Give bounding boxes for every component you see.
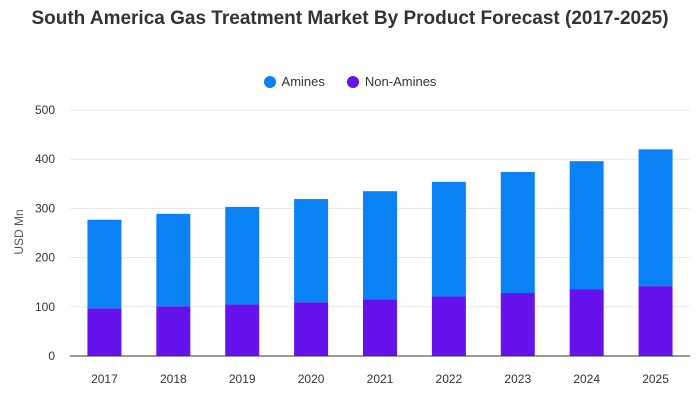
bar-amines-2019[interactable] <box>225 206 260 305</box>
bar-non-amines-2024[interactable] <box>569 289 604 356</box>
bar-amines-2024[interactable] <box>569 161 604 290</box>
legend-label-non-amines: Non-Amines <box>364 74 437 89</box>
y-tick-label: 0 <box>48 349 55 363</box>
y-tick-label: 300 <box>35 201 55 215</box>
legend-item-non-amines[interactable]: Non-Amines <box>346 74 437 89</box>
legend-item-amines[interactable]: Amines <box>263 74 325 89</box>
x-tick-label: 2023 <box>504 372 531 386</box>
bar-non-amines-2023[interactable] <box>500 293 535 356</box>
chart-title: South America Gas Treatment Market By Pr… <box>31 8 669 29</box>
legend-swatch-non-amines <box>346 75 359 88</box>
x-tick-label: 2021 <box>367 372 394 386</box>
y-axis-label: USD Mn <box>12 209 26 254</box>
legend-label-amines: Amines <box>281 74 325 89</box>
x-tick-label: 2022 <box>436 372 463 386</box>
bar-non-amines-2022[interactable] <box>431 296 466 356</box>
bar-amines-2025[interactable] <box>638 149 673 287</box>
y-tick-label: 500 <box>35 103 55 117</box>
y-tick-label: 200 <box>35 251 55 265</box>
axes: 0 100 200 300 400 500 2017 2018 2019 2020 2021 2022… <box>35 103 690 386</box>
y-tick-label: 100 <box>35 300 55 314</box>
x-tick-label: 2024 <box>573 372 600 386</box>
x-tick-label: 2025 <box>642 372 669 386</box>
bar-non-amines-2019[interactable] <box>225 304 260 356</box>
legend-swatch-amines <box>263 75 276 88</box>
bar-amines-2023[interactable] <box>500 171 535 294</box>
legend: Amines Non-Amines <box>0 74 700 89</box>
x-tick-label: 2018 <box>160 372 187 386</box>
x-tick-label: 2020 <box>298 372 325 386</box>
x-tick-label: 2019 <box>229 372 256 386</box>
bar-non-amines-2017[interactable] <box>87 308 122 356</box>
bar-amines-2017[interactable] <box>87 219 122 309</box>
bar-non-amines-2020[interactable] <box>294 302 329 356</box>
bar-amines-2022[interactable] <box>431 181 466 297</box>
bars <box>87 149 673 356</box>
x-tick-label: 2017 <box>91 372 118 386</box>
bar-amines-2018[interactable] <box>156 213 191 307</box>
bar-non-amines-2025[interactable] <box>638 286 673 356</box>
bar-amines-2020[interactable] <box>294 199 329 303</box>
bar-amines-2021[interactable] <box>363 191 397 300</box>
bar-non-amines-2021[interactable] <box>363 299 397 356</box>
bar-non-amines-2018[interactable] <box>156 306 191 356</box>
y-tick-label: 400 <box>35 152 55 166</box>
